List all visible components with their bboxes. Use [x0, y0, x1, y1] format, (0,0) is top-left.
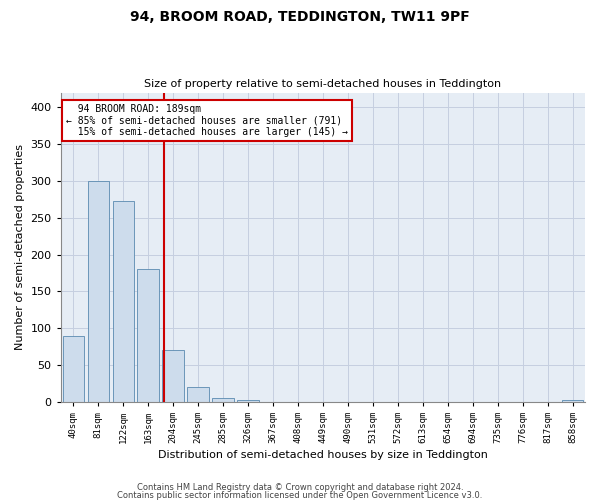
X-axis label: Distribution of semi-detached houses by size in Teddington: Distribution of semi-detached houses by … — [158, 450, 488, 460]
Bar — [62, 336, 84, 402]
Bar — [212, 398, 233, 402]
Bar — [113, 201, 134, 402]
Text: Contains public sector information licensed under the Open Government Licence v3: Contains public sector information licen… — [118, 490, 482, 500]
Bar — [88, 181, 109, 402]
Bar — [163, 350, 184, 402]
Text: Contains HM Land Registry data © Crown copyright and database right 2024.: Contains HM Land Registry data © Crown c… — [137, 484, 463, 492]
Bar — [137, 270, 159, 402]
Bar — [562, 400, 583, 402]
Text: 94 BROOM ROAD: 189sqm
← 85% of semi-detached houses are smaller (791)
  15% of s: 94 BROOM ROAD: 189sqm ← 85% of semi-deta… — [66, 104, 348, 137]
Y-axis label: Number of semi-detached properties: Number of semi-detached properties — [15, 144, 25, 350]
Bar — [187, 387, 209, 402]
Bar — [238, 400, 259, 402]
Text: 94, BROOM ROAD, TEDDINGTON, TW11 9PF: 94, BROOM ROAD, TEDDINGTON, TW11 9PF — [130, 10, 470, 24]
Title: Size of property relative to semi-detached houses in Teddington: Size of property relative to semi-detach… — [144, 79, 502, 89]
